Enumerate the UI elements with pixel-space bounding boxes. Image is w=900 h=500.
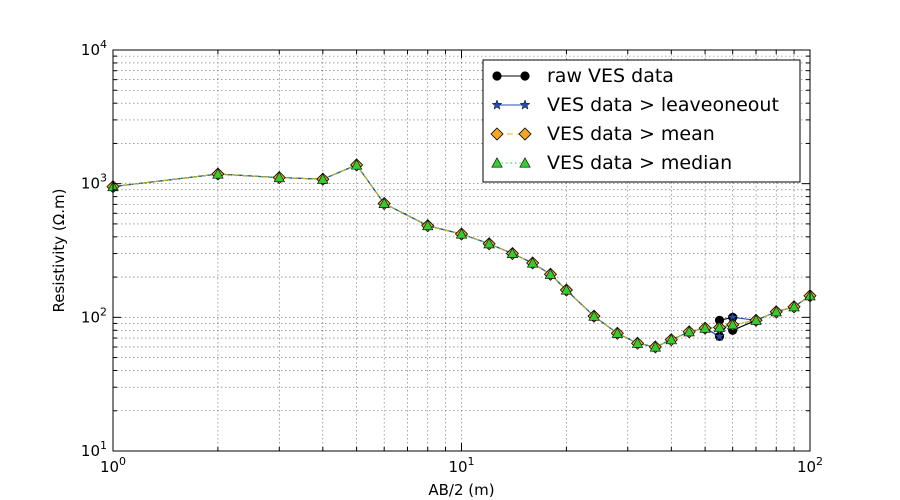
x-tick-label: 100 — [100, 455, 126, 476]
series-line-1 — [112, 164, 811, 348]
y-tick-label: 101 — [81, 439, 107, 460]
series-3-point — [560, 284, 573, 295]
series-line-2 — [112, 164, 811, 348]
y-tick-label: 102 — [81, 305, 107, 326]
legend-marker — [518, 127, 532, 141]
series-3-point — [506, 247, 519, 259]
series-3-point — [611, 327, 624, 338]
legend-marker — [519, 99, 531, 110]
x-axis-label: AB/2 (m) — [428, 481, 494, 499]
series-3-point — [750, 314, 762, 325]
series-3-point — [422, 219, 434, 231]
series-lines — [112, 164, 811, 348]
series-3-point — [526, 257, 539, 268]
series-3-point — [588, 310, 600, 321]
x-tick-label: 102 — [797, 455, 823, 476]
legend-label: VES data > median — [547, 152, 732, 174]
axis-ticks — [112, 50, 810, 452]
series-3-point — [455, 228, 468, 239]
series-3-point — [350, 159, 363, 170]
series-3-point — [713, 321, 726, 332]
x-tick-label: 101 — [448, 455, 474, 476]
legend-marker — [492, 71, 502, 81]
y-tick-label: 104 — [81, 38, 107, 59]
legend-box — [482, 59, 801, 183]
series-3-point — [317, 173, 329, 184]
legend-label: VES data > leaveoneout — [547, 94, 779, 116]
series-3-point — [699, 322, 711, 333]
series-3-point — [770, 305, 782, 317]
y-axis-label: Resistivity (Ω.m) — [50, 189, 68, 313]
series-3-point — [683, 325, 695, 337]
series-3-point — [544, 268, 557, 279]
legend-label: raw VES data — [547, 65, 674, 87]
series-1-point — [714, 330, 725, 342]
series-3-point — [212, 168, 224, 179]
series-line-0 — [112, 164, 811, 348]
series-3-point — [788, 300, 800, 312]
legend: raw VES data VES data > leaveoneout VES da… — [482, 59, 801, 183]
series-3-point — [378, 197, 390, 209]
series-3-point — [483, 237, 495, 249]
series-3-point — [649, 341, 662, 352]
legend-marker — [490, 127, 504, 141]
series-3-point — [631, 337, 644, 348]
series-markers — [106, 158, 817, 354]
legend-marker — [520, 71, 530, 81]
series-3-point — [273, 171, 285, 183]
legend-marker — [491, 157, 503, 168]
series-3-point — [665, 333, 678, 345]
legend-label: VES data > mean — [547, 123, 715, 145]
series-3-point — [726, 318, 739, 330]
series-line-3 — [112, 164, 811, 348]
y-tick-label: 103 — [81, 172, 107, 193]
legend-marker — [491, 99, 503, 110]
legend-marker — [519, 157, 531, 168]
